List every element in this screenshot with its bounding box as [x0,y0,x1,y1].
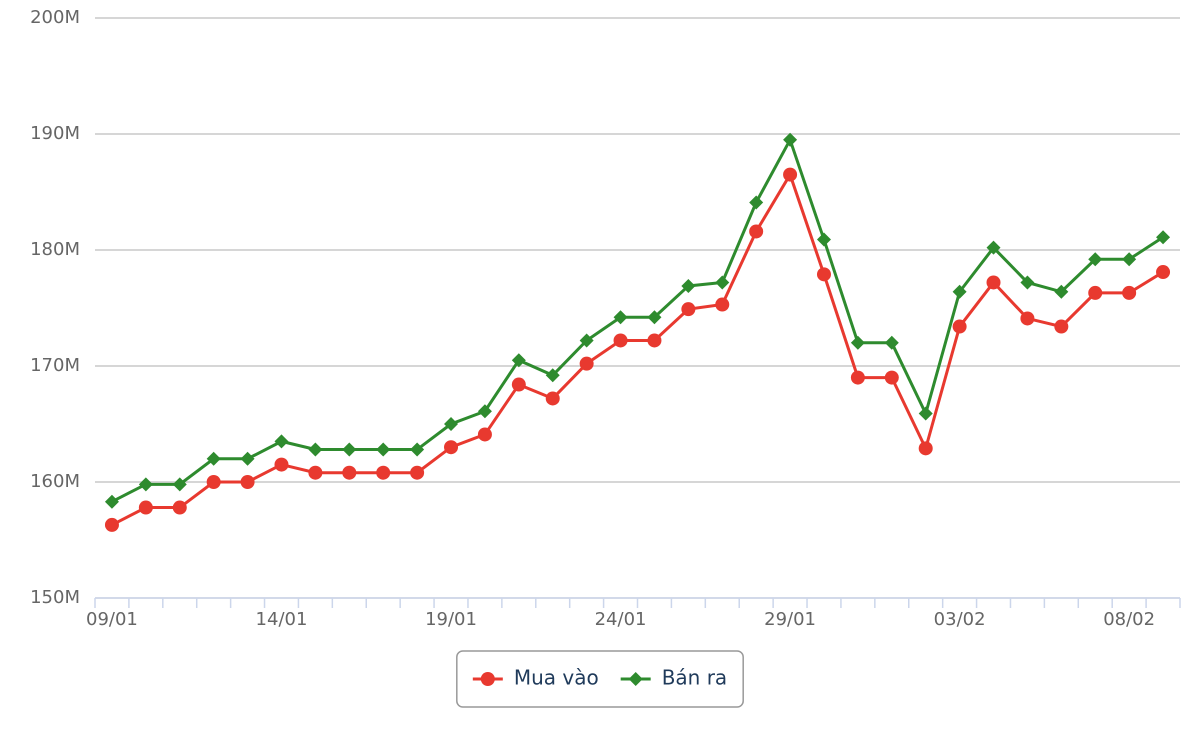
point [850,370,865,385]
point [1054,284,1069,299]
point [1020,275,1035,290]
point [342,442,357,457]
point [1156,265,1171,280]
point [1054,319,1069,334]
point [274,457,289,472]
point [545,368,560,383]
point [749,195,764,210]
point [477,427,492,442]
point [545,391,560,406]
point [376,465,391,480]
point [681,278,696,293]
point [511,377,526,392]
y-tick-label: 160M [30,471,80,492]
legend-box [456,650,744,708]
point [628,672,643,686]
x-tick-label: 08/02 [1103,609,1155,630]
x-tick-label: 24/01 [595,609,647,630]
y-tick-label: 170M [30,355,80,376]
point [986,275,1001,290]
point [240,475,255,489]
x-tick-label: 14/01 [256,609,308,630]
point [138,500,153,515]
point [1122,252,1137,267]
point [206,451,221,466]
point [918,441,933,456]
point [1122,285,1137,300]
y-tick-label: 150M [30,587,80,608]
series-line [111,136,1164,504]
point [444,417,459,431]
point [749,224,764,239]
point [206,475,221,489]
y-tick-label: 190M [30,123,80,144]
point [480,672,495,686]
point [138,477,153,492]
point [172,477,187,492]
y-tick-label: 200M [30,7,80,28]
point [647,310,662,325]
point [172,500,187,515]
point [410,465,425,480]
point [850,335,865,350]
point [342,465,357,480]
point [613,333,628,348]
point [783,167,798,182]
point [1088,285,1103,300]
point [444,440,459,455]
x-tick-label: 09/01 [86,609,138,630]
y-tick-label: 180M [30,239,80,260]
point [918,406,933,421]
point [104,517,119,532]
point [816,267,831,282]
x-tick-label: 03/02 [934,609,986,630]
legend-item[interactable]: Bán ra [620,666,728,690]
point [884,370,899,385]
point [816,232,831,247]
point [104,494,119,509]
point [410,442,425,457]
point [579,333,594,348]
point [1156,230,1171,245]
legend-label: Bán ra [662,666,728,690]
point [715,297,730,312]
point [681,302,696,317]
point [477,404,492,419]
point [952,284,967,299]
point [376,442,391,457]
point [308,465,323,480]
point [884,335,899,350]
legend-label: Mua vào [514,666,599,690]
x-tick-label: 29/01 [764,609,816,630]
point [308,442,323,457]
point [1088,252,1103,267]
point [613,310,628,325]
point [783,132,798,147]
point [274,434,289,449]
point [986,240,1001,255]
legend: Mua vào Bán ra [456,650,744,708]
point [952,319,967,334]
point [511,353,526,368]
point [579,356,594,371]
point [1020,311,1035,326]
legend-item[interactable]: Mua vào [472,666,599,690]
series-line [111,171,1164,527]
point [715,275,730,290]
x-tick-label: 19/01 [425,609,477,630]
point [240,451,255,466]
point [647,333,662,348]
